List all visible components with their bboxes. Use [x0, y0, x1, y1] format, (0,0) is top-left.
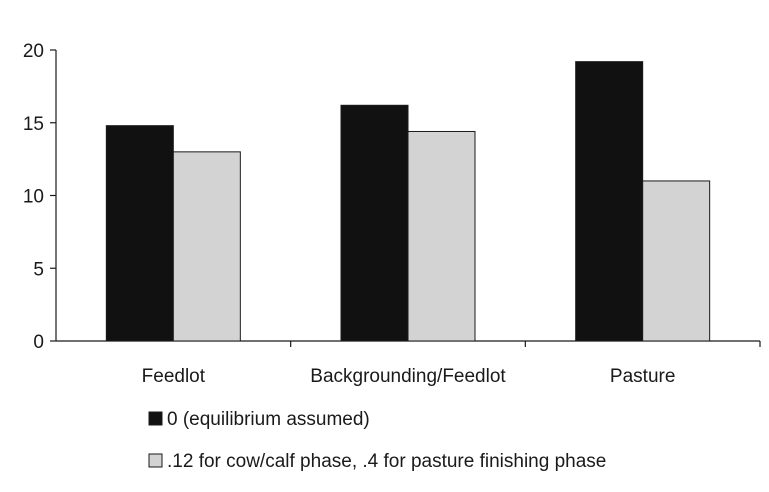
bar-pasture-series-2: [642, 180, 711, 342]
y-tick-label: 20: [23, 41, 44, 62]
bar-backgrounding-feedlot-series-1: [340, 104, 409, 342]
category-label: Feedlot: [142, 366, 206, 387]
legend: 0 (equilibrium assumed) .12 for cow/calf …: [148, 409, 606, 472]
category-label: Backgrounding/Feedlot: [310, 366, 506, 387]
y-tick-label: 10: [23, 187, 44, 208]
bar-feedlot-series-1: [105, 125, 174, 342]
legend-swatch: [148, 411, 163, 426]
legend-label: .12 for cow/calf phase, .4 for pasture f…: [167, 451, 606, 472]
x-axis-ticks: [290, 341, 761, 347]
y-tick-label: 0: [33, 332, 44, 353]
bars: [105, 61, 711, 342]
bar-feedlot-series-2: [172, 151, 241, 342]
bar-pasture-series-1: [575, 61, 644, 342]
category-labels: Feedlot Backgrounding/Feedlot Pasture: [142, 366, 676, 387]
bar-backgrounding-feedlot-series-2: [407, 130, 476, 342]
y-tick-label: 5: [33, 259, 44, 280]
y-axis-ticks: 0 5 10 15 20: [23, 41, 56, 353]
legend-label: 0 (equilibrium assumed): [167, 409, 370, 430]
category-label: Pasture: [610, 366, 675, 387]
legend-swatch: [148, 453, 163, 468]
y-tick-label: 15: [23, 114, 44, 135]
